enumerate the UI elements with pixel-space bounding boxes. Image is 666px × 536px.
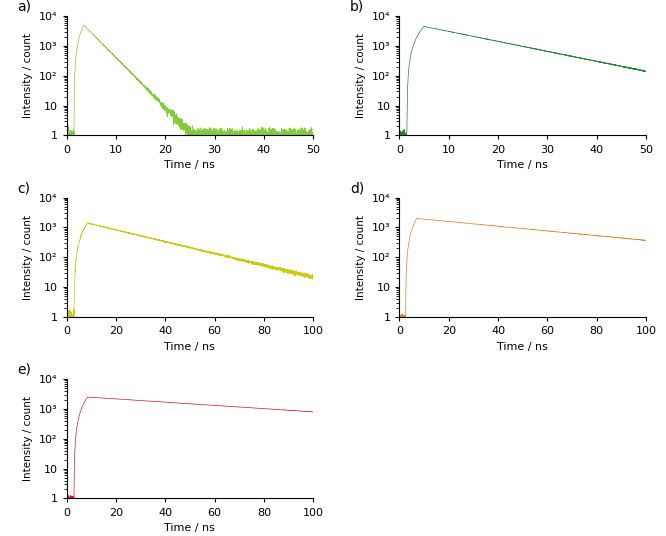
Y-axis label: Intensity / count: Intensity / count [23, 33, 33, 118]
Y-axis label: Intensity / count: Intensity / count [23, 396, 33, 481]
X-axis label: Time / ns: Time / ns [165, 160, 215, 170]
Y-axis label: Intensity / count: Intensity / count [356, 215, 366, 300]
Text: e): e) [17, 363, 31, 377]
Y-axis label: Intensity / count: Intensity / count [23, 215, 33, 300]
X-axis label: Time / ns: Time / ns [498, 160, 548, 170]
X-axis label: Time / ns: Time / ns [165, 341, 215, 352]
X-axis label: Time / ns: Time / ns [498, 341, 548, 352]
Text: b): b) [350, 0, 364, 14]
Text: d): d) [350, 181, 364, 195]
Text: c): c) [17, 181, 30, 195]
X-axis label: Time / ns: Time / ns [165, 523, 215, 533]
Text: a): a) [17, 0, 31, 14]
Y-axis label: Intensity / count: Intensity / count [356, 33, 366, 118]
